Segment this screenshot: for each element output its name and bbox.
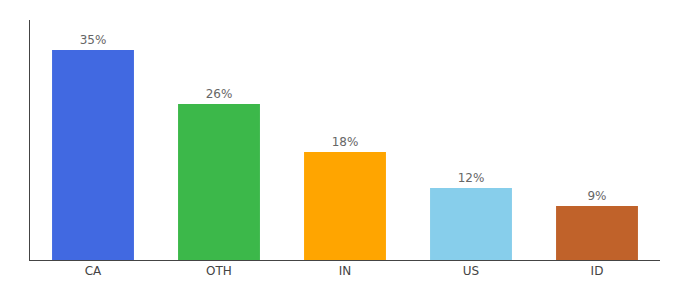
svg-text:IN: IN xyxy=(339,264,352,278)
svg-text:18%: 18% xyxy=(332,135,359,149)
svg-text:OTH: OTH xyxy=(206,264,232,278)
svg-text:ID: ID xyxy=(591,264,604,278)
svg-text:35%: 35% xyxy=(80,33,107,47)
svg-text:US: US xyxy=(463,264,479,278)
svg-text:9%: 9% xyxy=(587,189,606,203)
svg-text:CA: CA xyxy=(85,264,102,278)
svg-text:12%: 12% xyxy=(458,171,485,185)
svg-text:26%: 26% xyxy=(206,87,233,101)
